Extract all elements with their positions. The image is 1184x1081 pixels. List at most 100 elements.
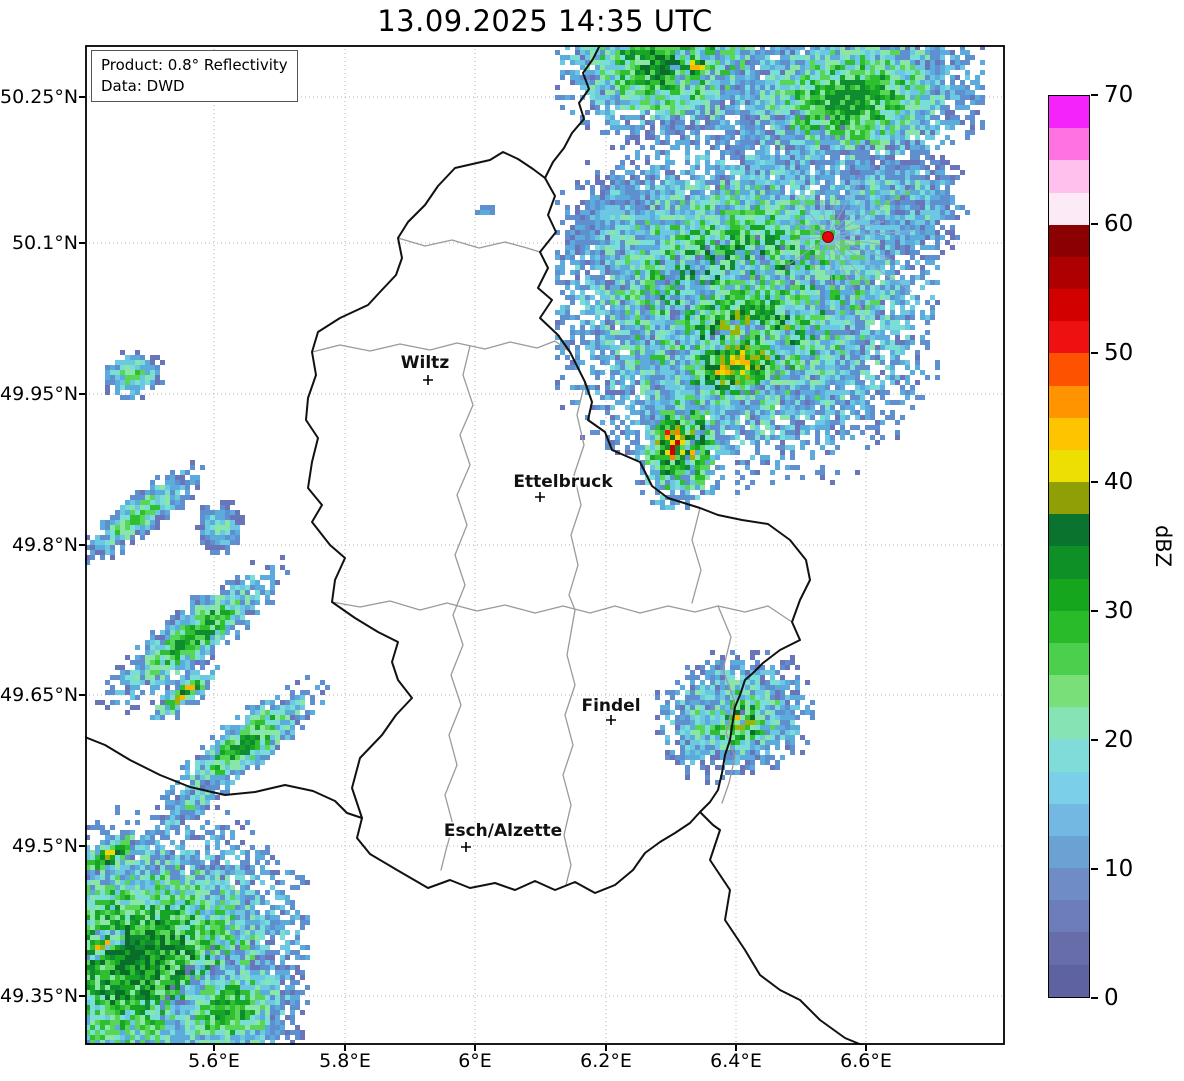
radar-beam-spoke (831, 176, 861, 231)
x-axis-tick-label: 5.6°E (188, 1050, 240, 1072)
colorbar-segment (1049, 900, 1089, 933)
y-axis-tick-mark (79, 96, 85, 98)
colorbar-segment (1049, 868, 1089, 901)
district-border (331, 600, 793, 623)
x-axis-tick-mark (213, 1045, 215, 1051)
colorbar-tick-mark (1091, 352, 1098, 354)
colorbar-tick-label: 60 (1104, 211, 1134, 237)
colorbar-segment (1049, 353, 1089, 386)
city-marker (535, 492, 545, 502)
figure-title: 13.09.2025 14:35 UTC (377, 4, 713, 38)
colorbar-segment (1049, 675, 1089, 708)
colorbar-tick-mark (1091, 94, 1098, 96)
x-axis-tick-label: 6.4°E (710, 1050, 762, 1072)
y-axis-tick-label: 49.5°N (11, 835, 78, 857)
radar-beam-spoke (793, 220, 821, 235)
city-label: Wiltz (401, 353, 450, 373)
colorbar-segment (1049, 546, 1089, 579)
x-axis-tick-label: 5.8°E (319, 1050, 371, 1072)
colorbar-segment (1049, 385, 1089, 418)
district-border (691, 507, 702, 604)
radar-beam-spoke (833, 200, 864, 232)
colorbar-segment (1049, 578, 1089, 611)
radar-beam-spoke (835, 230, 914, 237)
radar-beam-spoke (788, 241, 822, 265)
district-border (311, 340, 571, 353)
y-axis-tick-label: 49.65°N (0, 684, 79, 706)
radar-beam-spoke (832, 242, 853, 267)
colorbar-tick-label: 50 (1104, 340, 1134, 366)
radar-map-canvas: Wiltz Ettelbruck Findel Esch/Alzette (85, 45, 1005, 1045)
colorbar-segment (1049, 771, 1089, 804)
info-box-product: Product: 0.8° Reflectivity (101, 56, 288, 74)
radar-beam-spoke (830, 244, 863, 310)
y-axis-tick-mark (79, 694, 85, 696)
city-marker (606, 715, 616, 725)
country-border-southeast (699, 811, 863, 1045)
colorbar-segment (1049, 932, 1089, 965)
colorbar-segment (1049, 835, 1089, 869)
district-border (568, 381, 586, 611)
district-border (440, 345, 474, 871)
y-axis-tick-label: 50.25°N (0, 86, 79, 108)
city-marker (423, 375, 433, 385)
colorbar-tick-mark (1091, 997, 1098, 999)
radar-beam-spoke (794, 194, 824, 232)
district-border (562, 609, 576, 886)
y-axis-tick-label: 49.8°N (11, 534, 78, 556)
colorbar-segment (1049, 192, 1089, 225)
colorbar-segment (1049, 514, 1089, 547)
colorbar-tick-mark (1091, 610, 1098, 612)
colorbar-tick-label: 40 (1104, 469, 1134, 495)
country-border-north (544, 45, 601, 179)
country-border-luxembourg (305, 151, 811, 894)
colorbar-segment (1049, 128, 1089, 161)
colorbar-segment (1049, 803, 1089, 836)
map-area: Wiltz Ettelbruck Findel Esch/Alzette Produc… (85, 45, 1005, 1045)
colorbar-segment (1049, 289, 1089, 322)
y-axis-tick-mark (79, 995, 85, 997)
map-frame (85, 45, 1005, 1045)
city-label: Findel (581, 696, 640, 716)
colorbar-segment (1049, 256, 1089, 290)
colorbar-tick-label: 20 (1104, 727, 1134, 753)
colorbar-segment (1049, 610, 1089, 643)
x-axis-tick-label: 6°E (458, 1050, 492, 1072)
colorbar-tick-mark (1091, 739, 1098, 741)
colorbar-segment (1049, 449, 1089, 483)
city-label: Esch/Alzette (444, 821, 562, 841)
colorbar-tick-mark (1091, 481, 1098, 483)
colorbar-tick-label: 70 (1104, 82, 1134, 108)
colorbar-segment (1049, 321, 1089, 354)
colorbar-segment (1049, 160, 1089, 193)
reflectivity-echoes (85, 45, 985, 1045)
y-axis-tick-mark (79, 544, 85, 546)
colorbar-segment (1049, 964, 1089, 997)
colorbar-tick-label: 10 (1104, 856, 1134, 882)
colorbar-tick-label: 0 (1104, 985, 1119, 1011)
radar-beam-spoke (828, 244, 833, 279)
y-axis-tick-mark (79, 393, 85, 395)
x-axis-tick-mark (474, 1045, 476, 1051)
colorbar (1048, 95, 1090, 998)
city-marker (461, 842, 471, 852)
colorbar-segment (1049, 96, 1089, 129)
country-border-southwest (85, 736, 363, 819)
radar-beam-spoke (812, 244, 826, 270)
x-axis-tick-mark (344, 1045, 346, 1051)
radar-beam-spoke (820, 199, 828, 230)
radar-beam-spoke (835, 239, 893, 261)
info-box-data-source: Data: DWD (101, 77, 185, 95)
x-axis-tick-label: 6.6°E (840, 1050, 892, 1072)
colorbar-tick-mark (1091, 223, 1098, 225)
info-box: Product: 0.8° Reflectivity Data: DWD (91, 50, 298, 102)
district-border (717, 605, 736, 804)
y-axis-tick-label: 49.35°N (0, 985, 79, 1007)
colorbar-tick-mark (1091, 868, 1098, 870)
city-label: Ettelbruck (513, 472, 613, 492)
radar-beam-spoke (835, 237, 881, 245)
colorbar-segment (1049, 224, 1089, 257)
radar-beam-spoke (834, 188, 912, 234)
radar-beam-spoke (794, 237, 821, 241)
